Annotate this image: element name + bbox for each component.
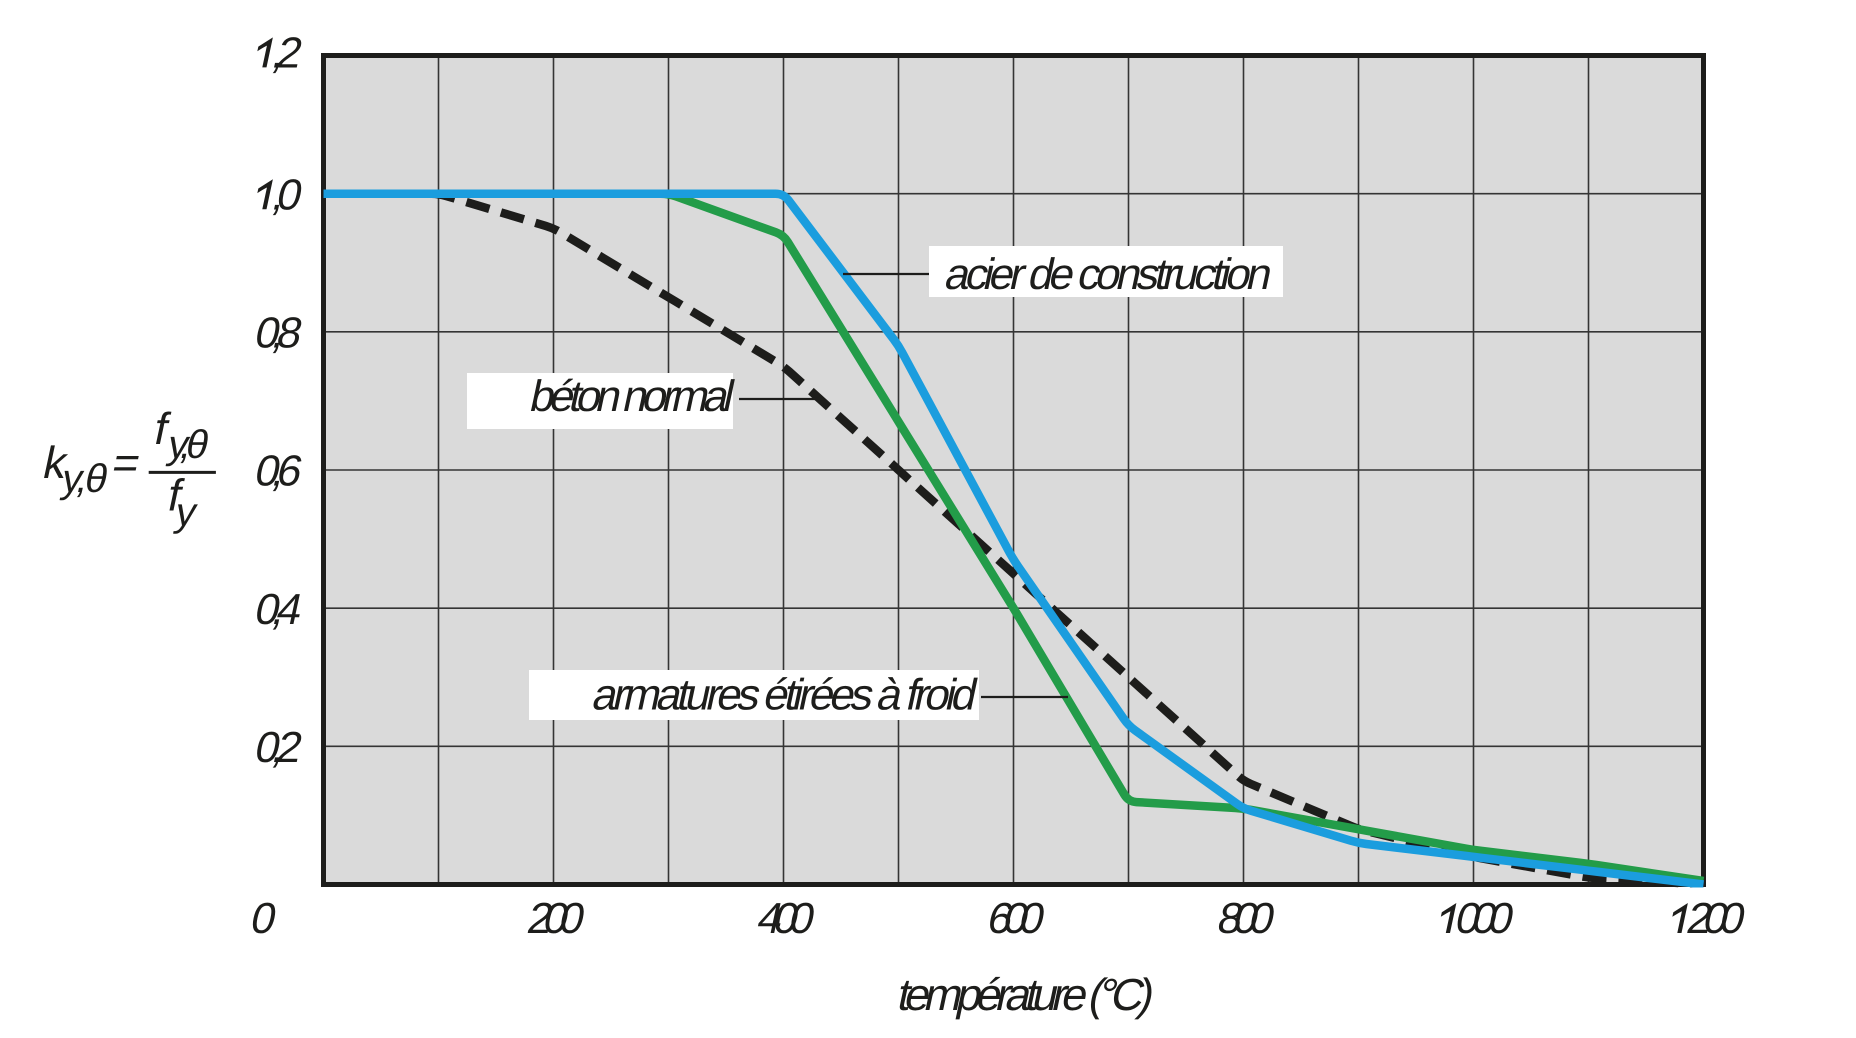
svg-text:400: 400 <box>753 894 819 942</box>
svg-text:200: 200 <box>1683 894 1750 942</box>
svg-text:0,4: 0,4 <box>251 585 307 633</box>
svg-text:y,θ: y,θ <box>58 455 113 500</box>
svg-text:béton normal: béton normal <box>526 372 739 420</box>
svg-text:y,θ: y,θ <box>164 421 214 466</box>
svg-text:0,6: 0,6 <box>251 447 307 495</box>
svg-text:800: 800 <box>1213 894 1279 942</box>
svg-text:armatures étirées à froid: armatures étirées à froid <box>588 671 982 719</box>
svg-text:,0: ,0 <box>268 171 307 219</box>
svg-text:=: = <box>108 437 145 487</box>
svg-text:000: 000 <box>1451 894 1518 942</box>
svg-text:,2: ,2 <box>268 29 307 77</box>
svg-text:600: 600 <box>983 894 1049 942</box>
svg-text:acier de construction: acier de construction <box>941 250 1277 298</box>
svg-text:température (°C): température (°C) <box>893 969 1159 1019</box>
svg-text:0,2: 0,2 <box>251 723 307 771</box>
svg-text:0,8: 0,8 <box>251 309 307 357</box>
svg-text:200: 200 <box>523 894 589 942</box>
svg-text:0: 0 <box>247 894 281 942</box>
